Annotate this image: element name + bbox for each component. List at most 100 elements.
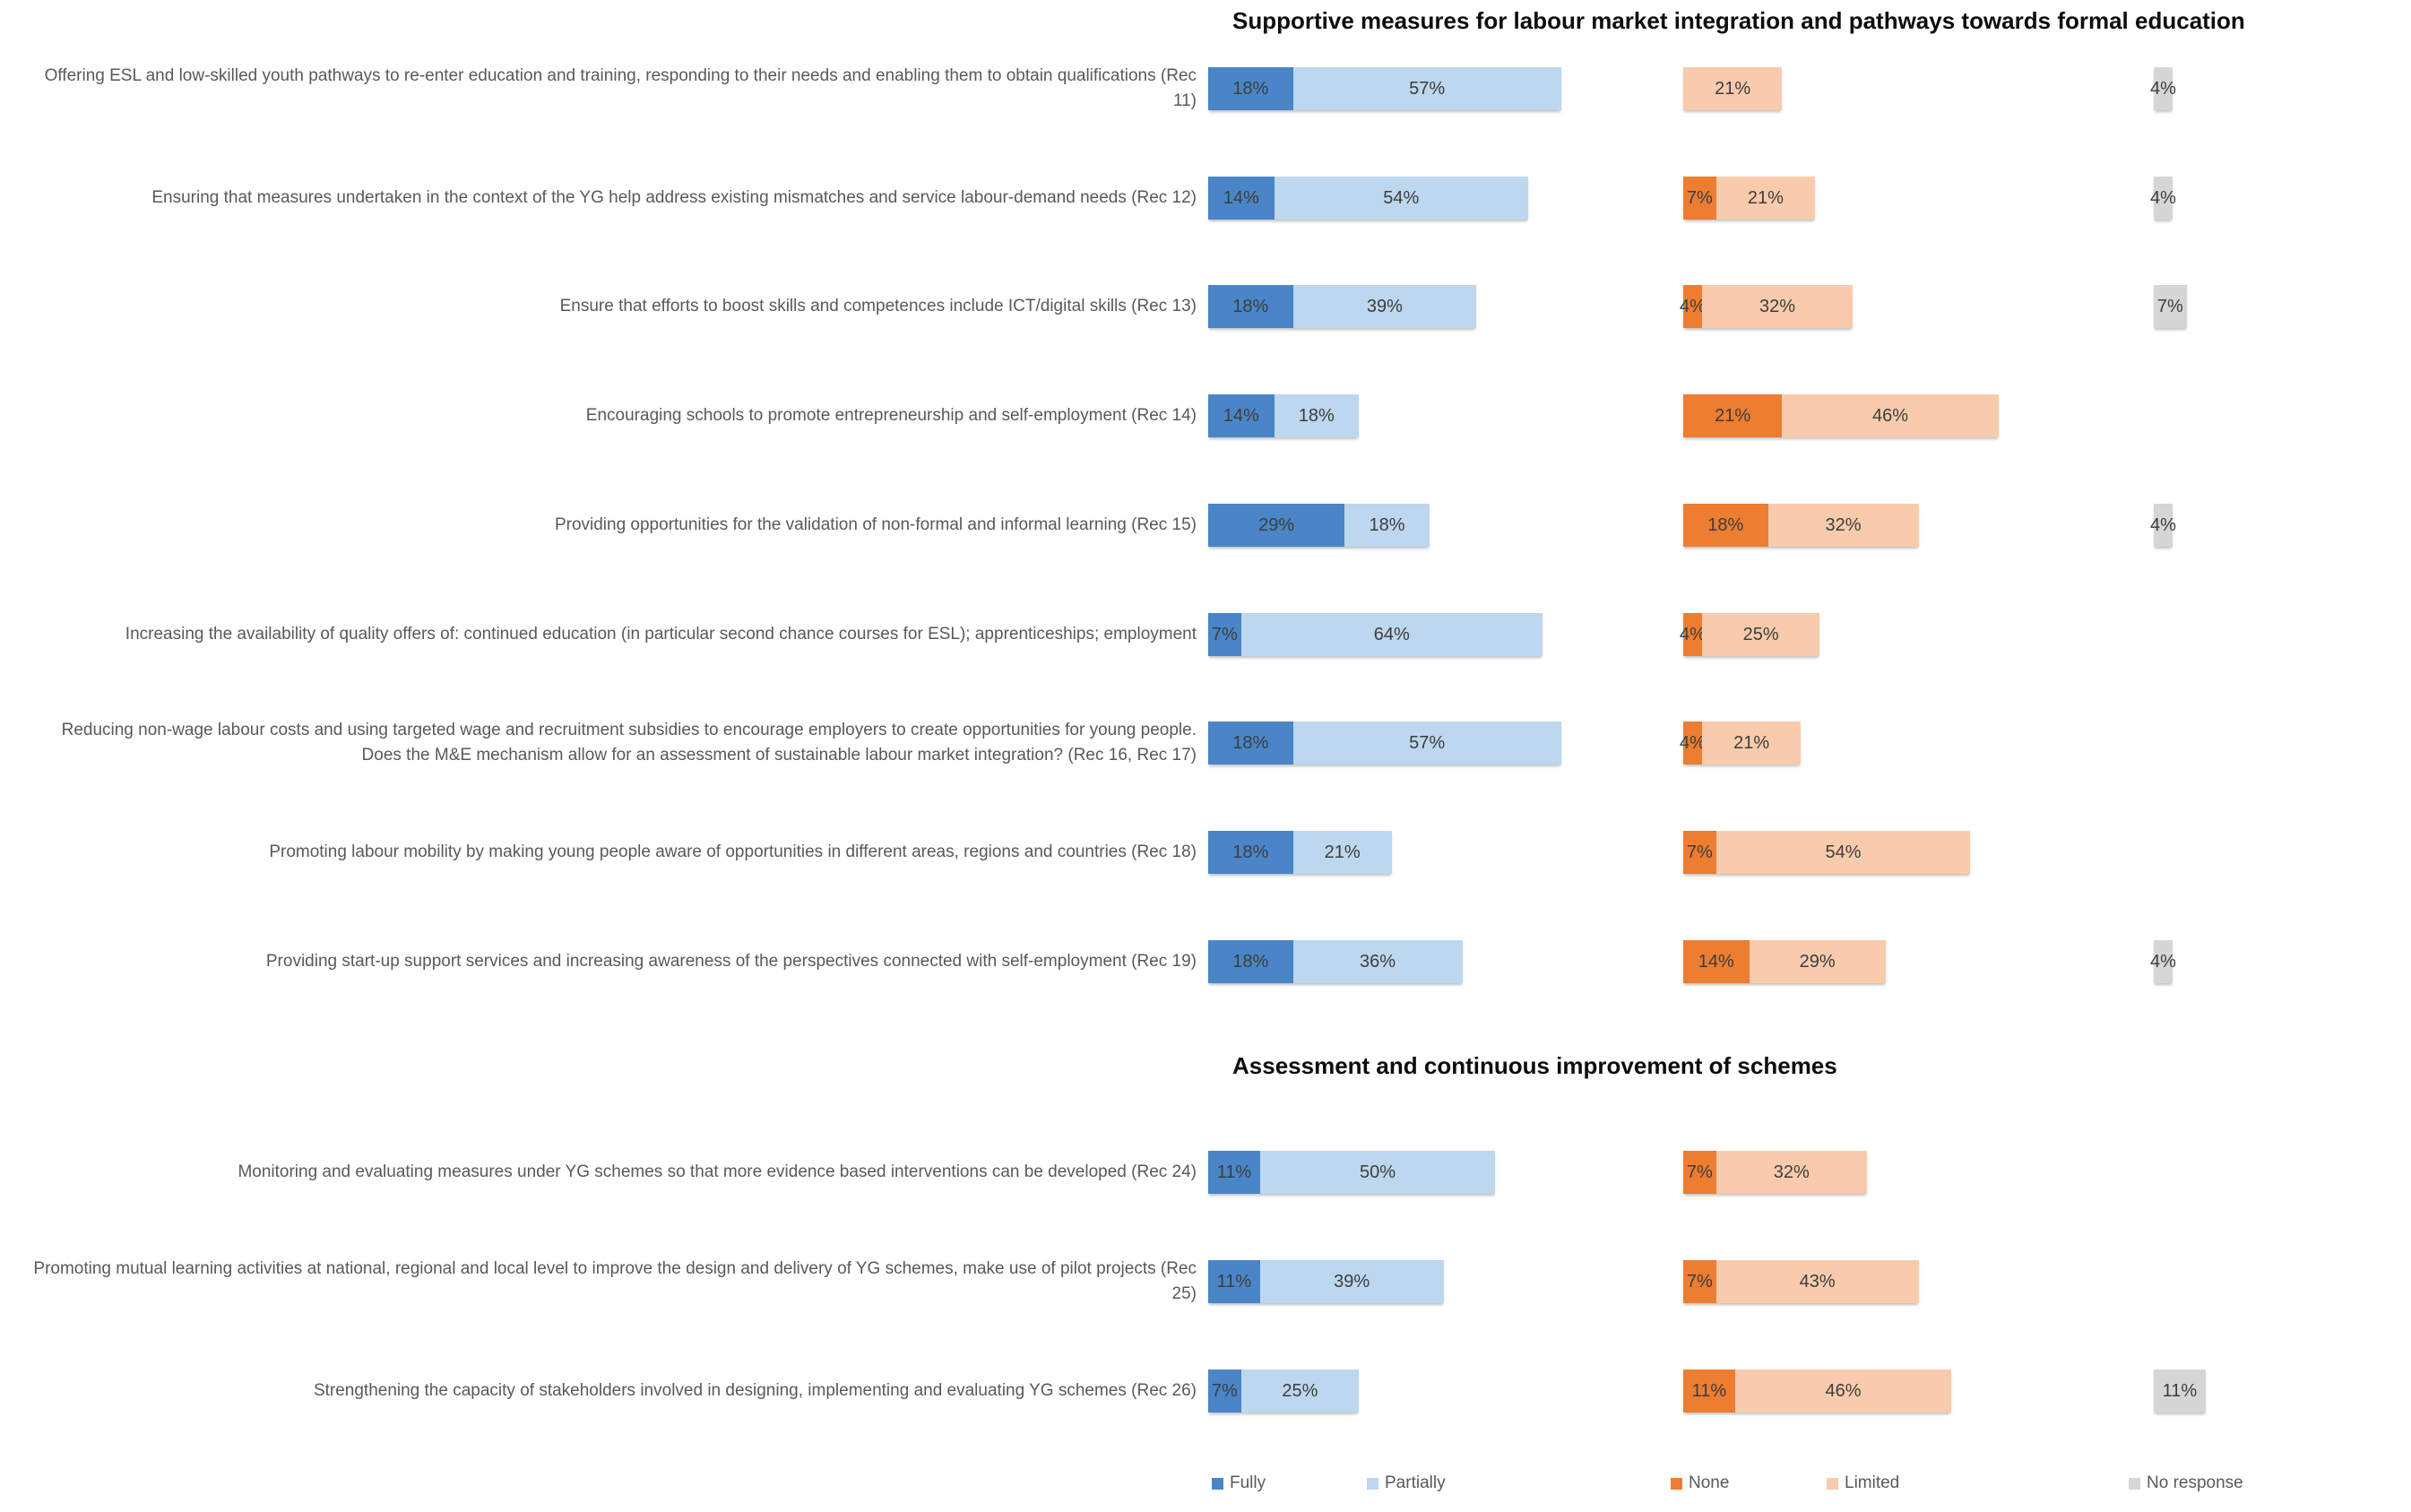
bar-segment-partially: 18% xyxy=(1344,504,1430,547)
bar-group: 14% 18% xyxy=(1208,394,1359,437)
bar-segment-limited: 25% xyxy=(1702,613,1820,656)
chart-row: Providing start-up support services and … xyxy=(0,940,2411,983)
chart-row: Encouraging schools to promote entrepren… xyxy=(0,394,2411,437)
legend-item-limited: Limited xyxy=(1827,1473,1900,1492)
bar-group: 18% 39% xyxy=(1208,285,1477,328)
bar-group: 29% 18% xyxy=(1208,504,1430,547)
bar-segment-fully: 18% xyxy=(1208,67,1293,110)
category-label: Encouraging schools to promote entrepren… xyxy=(585,406,1197,425)
legend-label: Partially xyxy=(1385,1473,1446,1492)
bar-group: 7% 32% xyxy=(1683,1151,1867,1194)
bar-segment-partially: 18% xyxy=(1274,394,1359,437)
bar-segment-none: 7% xyxy=(1683,1260,1716,1303)
bar-group: 11% 50% xyxy=(1208,1151,1496,1194)
bar-group: 18% 21% xyxy=(1208,831,1392,874)
chart-row: Increasing the availability of quality o… xyxy=(0,613,2411,656)
legend-item-partially: Partially xyxy=(1367,1473,1446,1492)
bar-group: 4% xyxy=(2150,940,2176,983)
category-label: Monitoring and evaluating measures under… xyxy=(238,1162,1197,1181)
bar-segment-fully: 18% xyxy=(1208,940,1293,983)
bar-segment-limited: 32% xyxy=(1767,504,1919,547)
bar-group: 11% 39% xyxy=(1208,1260,1444,1303)
bar-group: 7% 21% xyxy=(1683,177,1815,220)
chart-row: Strengthening the capacity of stakeholde… xyxy=(0,1369,2411,1413)
bar-zone: 18% 36% 14% 29% 4% xyxy=(1208,940,2411,983)
chart-row: Ensuring that measures undertaken in the… xyxy=(0,177,2411,220)
bar-zone: 18% 57% 4% 21% xyxy=(1208,721,2411,765)
bar-group: 21% 46% xyxy=(1683,394,1999,437)
category-label: Providing start-up support services and … xyxy=(265,952,1197,971)
category-label: Ensure that efforts to boost skills and … xyxy=(559,297,1197,315)
bar-segment-none: 18% xyxy=(1683,504,1768,547)
bar-zone: 14% 54% 7% 21% 4% xyxy=(1208,177,2411,220)
bar-segment-limited: 21% xyxy=(1702,721,1802,765)
chart-row: Providing opportunities for the validati… xyxy=(0,504,2411,547)
legend-label: None xyxy=(1689,1473,1730,1492)
bar-segment-no-response: 11% xyxy=(2154,1369,2206,1413)
bar-segment-none: 4% xyxy=(1680,721,1706,765)
bar-segment-partially: 36% xyxy=(1292,940,1463,983)
bar-group: 11% 46% xyxy=(1683,1369,1952,1413)
bar-segment-none: 14% xyxy=(1683,940,1750,983)
bar-group: 21% xyxy=(1683,67,1783,110)
bar-segment-fully: 11% xyxy=(1208,1260,1260,1303)
bar-segment-fully: 7% xyxy=(1208,1369,1241,1413)
bar-segment-partially: 57% xyxy=(1292,721,1561,765)
bar-group: 18% 57% xyxy=(1208,67,1561,110)
bar-segment-none: 4% xyxy=(1680,613,1706,656)
bar-group: 14% 29% xyxy=(1683,940,1886,983)
bar-zone: 18% 57% 21% 4% xyxy=(1208,67,2411,110)
bar-segment-none: 7% xyxy=(1683,1151,1716,1194)
bar-segment-no-response: 4% xyxy=(2150,67,2176,110)
legend-swatch-icon xyxy=(1827,1477,1838,1490)
bar-group: 14% 54% xyxy=(1208,177,1528,220)
bar-zone: 14% 18% 21% 46% xyxy=(1208,394,2411,437)
legend-label: Limited xyxy=(1845,1473,1900,1492)
legend-swatch-icon xyxy=(2129,1477,2140,1490)
bar-segment-fully: 14% xyxy=(1208,177,1275,220)
bar-group: 18% 57% xyxy=(1208,721,1561,765)
bar-zone: 7% 25% 11% 46% 11% xyxy=(1208,1369,2411,1413)
bar-segment-limited: 46% xyxy=(1782,394,1999,437)
bar-segment-no-response: 4% xyxy=(2150,940,2176,983)
bar-segment-limited: 32% xyxy=(1715,1151,1867,1194)
category-label: Reducing non-wage labour costs and using… xyxy=(61,721,1197,765)
bar-segment-fully: 14% xyxy=(1208,394,1275,437)
bar-segment-limited: 21% xyxy=(1715,177,1815,220)
bar-group: 7% 64% xyxy=(1208,613,1543,656)
chart-row: Promoting labour mobility by making youn… xyxy=(0,831,2411,874)
category-label: Promoting labour mobility by making youn… xyxy=(269,842,1197,861)
bar-segment-partially: 64% xyxy=(1240,613,1543,656)
bar-zone: 18% 39% 4% 32% 7% xyxy=(1208,285,2411,328)
bar-zone: 11% 50% 7% 32% xyxy=(1208,1151,2411,1194)
category-label: Providing opportunities for the validati… xyxy=(554,515,1197,534)
bar-group: 4% xyxy=(2150,67,2176,110)
bar-group: 4% xyxy=(2150,177,2176,220)
bar-group: 4% 32% xyxy=(1680,285,1853,328)
section-title-supportive-measures: Supportive measures for labour market in… xyxy=(1232,7,2245,34)
bar-group: 4% 21% xyxy=(1680,721,1802,765)
bar-segment-fully: 11% xyxy=(1208,1151,1260,1194)
category-label: Increasing the availability of quality o… xyxy=(125,625,1197,644)
legend-swatch-icon xyxy=(1212,1477,1223,1490)
bar-zone: 29% 18% 18% 32% 4% xyxy=(1208,504,2411,547)
chart-row: Offering ESL and low-skilled youth pathw… xyxy=(0,66,2411,110)
bar-zone: 18% 21% 7% 54% xyxy=(1208,831,2411,874)
bar-segment-limited: 43% xyxy=(1715,1260,1919,1303)
bar-segment-fully: 18% xyxy=(1208,285,1293,328)
bar-segment-limited: 21% xyxy=(1683,67,1783,110)
legend-item-no-response: No response xyxy=(2129,1473,2243,1492)
bar-segment-limited: 32% xyxy=(1702,285,1853,328)
legend-item-none: None xyxy=(1671,1473,1730,1492)
legend-swatch-icon xyxy=(1671,1477,1682,1490)
bar-segment-partially: 39% xyxy=(1292,285,1477,328)
chart-row: Promoting mutual learning activities at … xyxy=(0,1259,2411,1303)
category-label: Promoting mutual learning activities at … xyxy=(33,1259,1197,1303)
bar-segment-limited: 54% xyxy=(1715,831,1971,874)
category-label: Ensuring that measures undertaken in the… xyxy=(151,188,1197,207)
bar-segment-no-response: 7% xyxy=(2154,285,2187,328)
bar-segment-limited: 29% xyxy=(1749,940,1886,983)
section-title-assessment: Assessment and continuous improvement of… xyxy=(1232,1052,1837,1079)
chart-row: Reducing non-wage labour costs and using… xyxy=(0,721,2411,765)
bar-segment-partially: 39% xyxy=(1259,1260,1444,1303)
